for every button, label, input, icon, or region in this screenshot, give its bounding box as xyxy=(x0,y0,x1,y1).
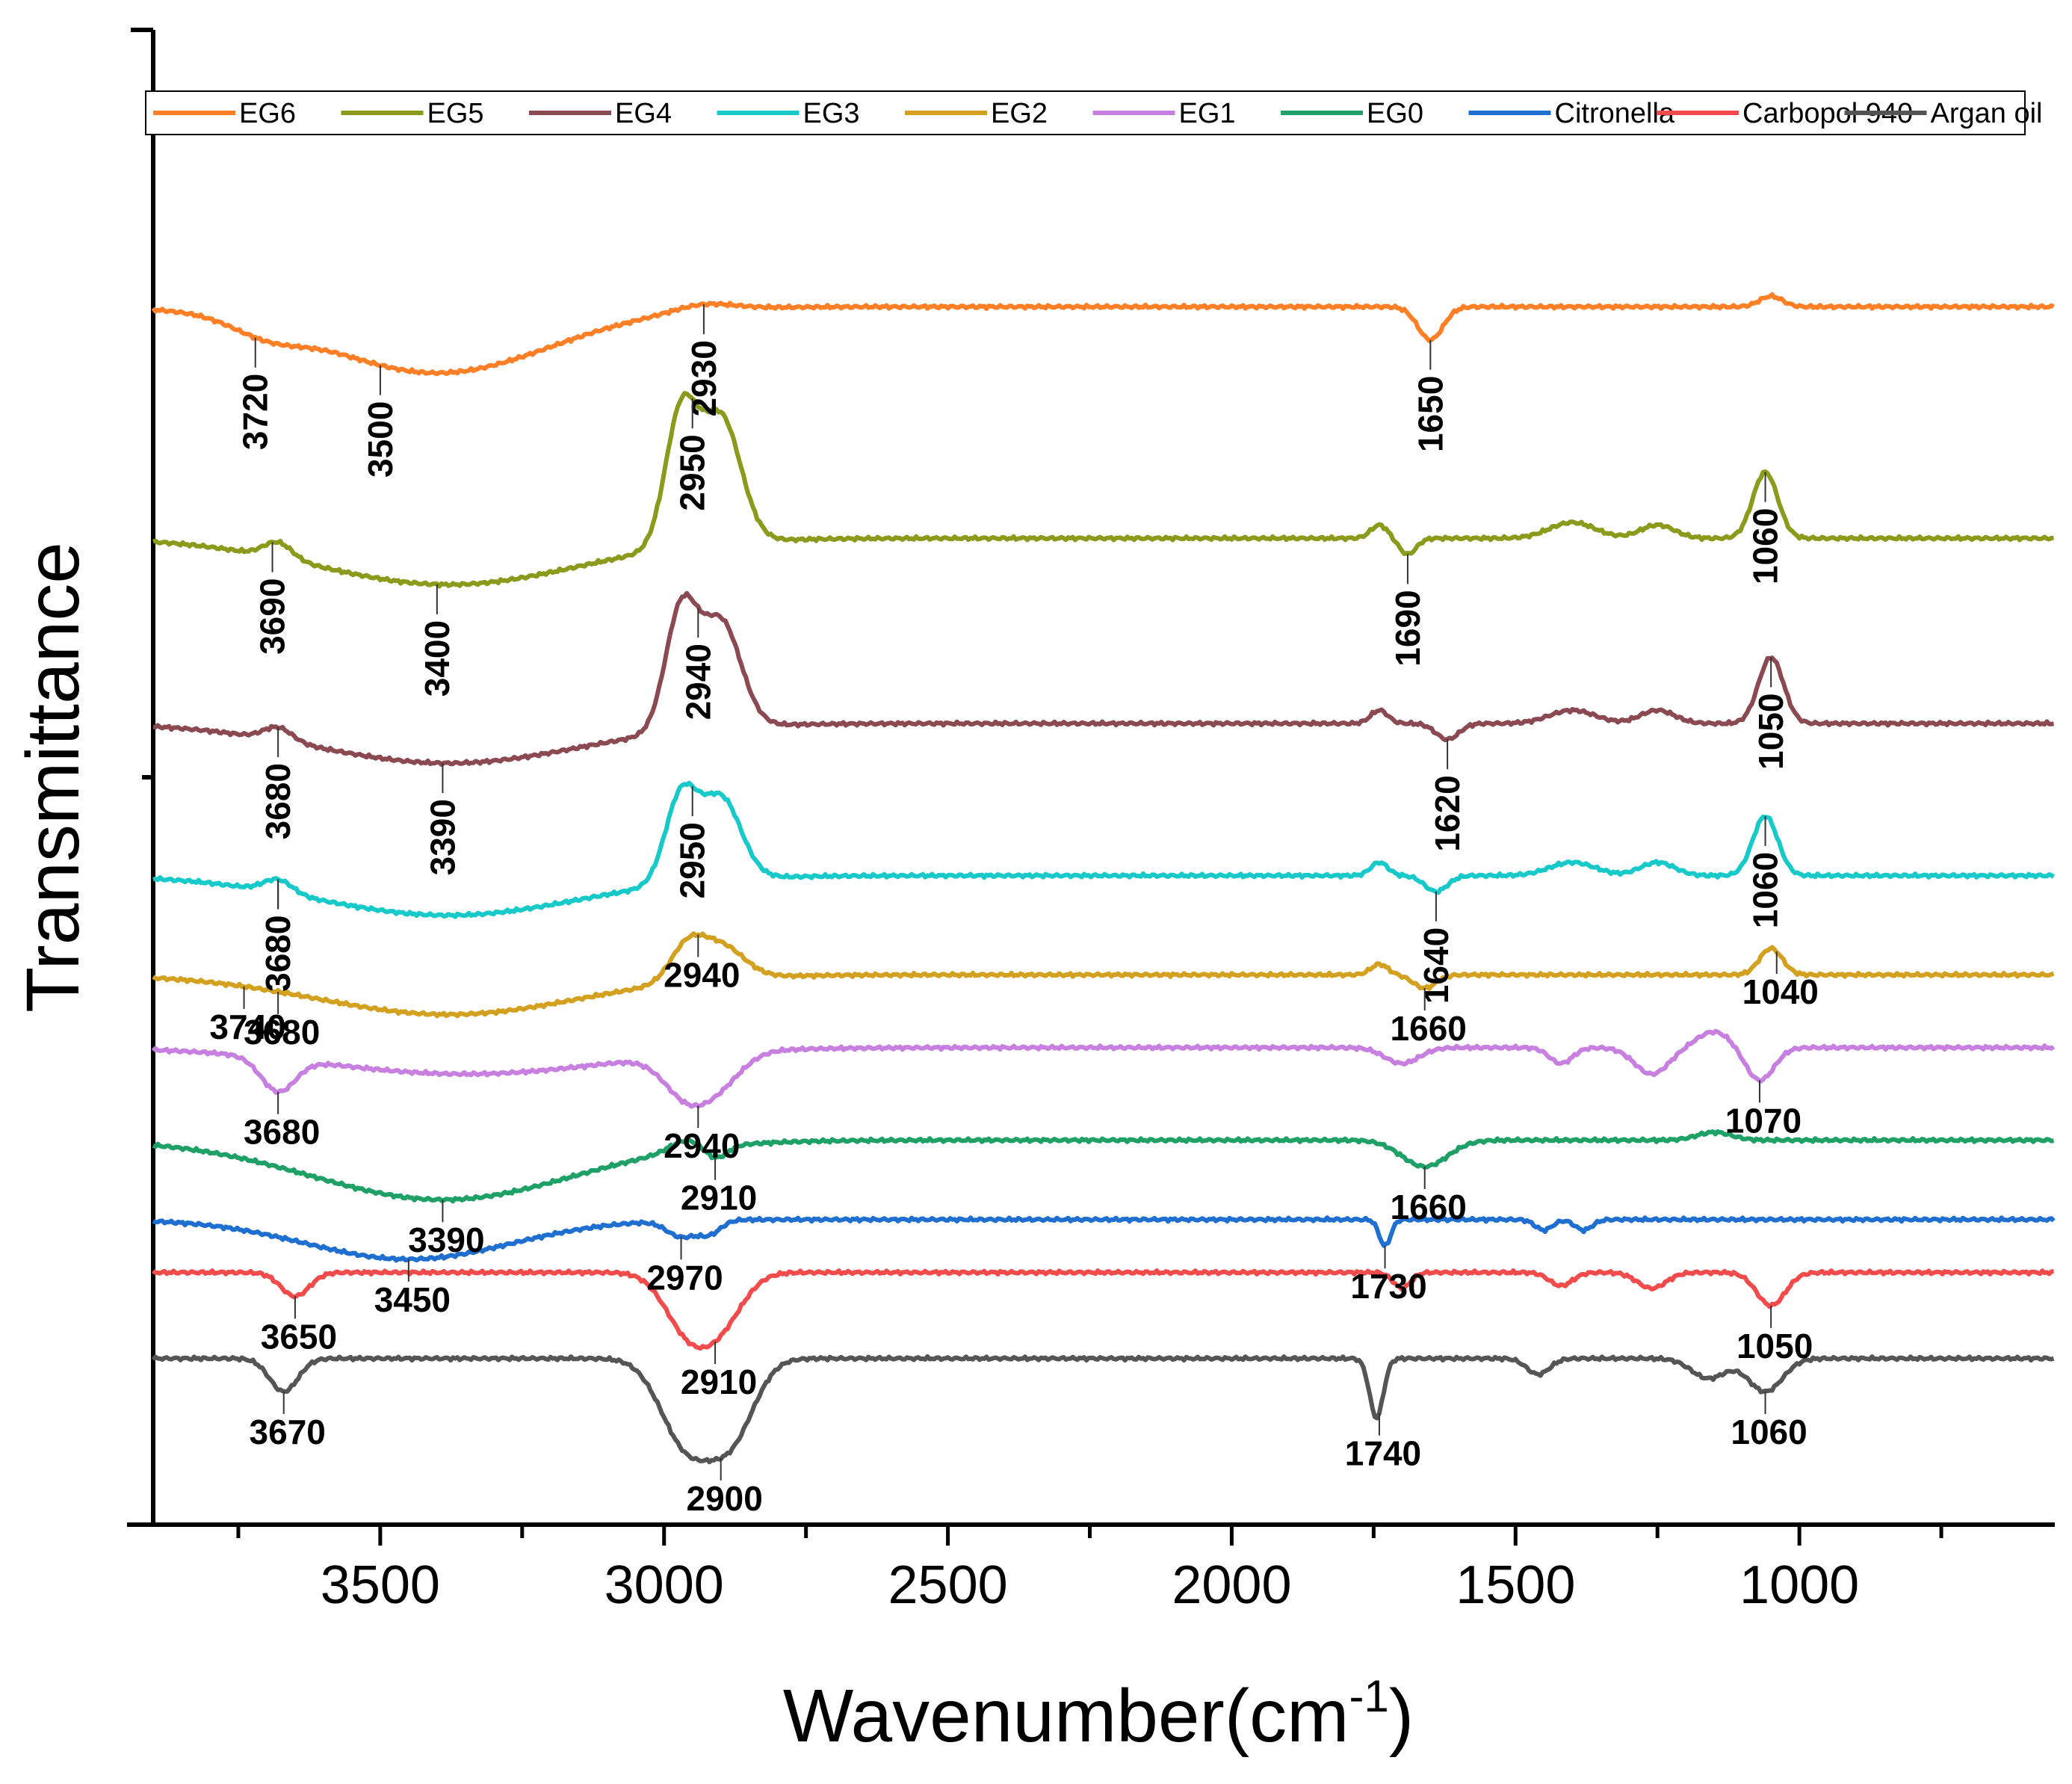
series-layer xyxy=(151,291,2056,1465)
series-line-eg1 xyxy=(151,1028,2056,1109)
peak-label: 2950 xyxy=(673,434,712,510)
x-ticks: 3500 3000 2500 2000 1500 1000 xyxy=(236,1525,1943,1615)
legend-label: EG3 xyxy=(803,98,860,129)
peak-label: 3680 xyxy=(259,916,297,992)
series-line-eg5 xyxy=(152,391,2054,589)
peak-label: 3400 xyxy=(418,620,457,697)
series-line-argan-oil xyxy=(151,1354,2055,1465)
peak-labels: 3720 3500 2930 1650 3690 3400 2950 1690 1060 3680… xyxy=(209,304,1819,1518)
series-line-carbopol-940 xyxy=(152,1268,2054,1351)
x-axis-title-main: Wavenumber(cm xyxy=(783,1674,1349,1758)
x-tick-label: 1500 xyxy=(1456,1555,1575,1615)
series-line-eg0 xyxy=(152,1129,2055,1204)
peak-label: 3390 xyxy=(423,799,462,875)
peak-label: 1040 xyxy=(1742,972,1819,1011)
peak-label: 2910 xyxy=(681,1362,757,1401)
peak-label: 3650 xyxy=(261,1317,337,1356)
peak-label: 3680 xyxy=(259,916,297,992)
peak-label: 1070 xyxy=(1725,1101,1802,1140)
peak-label: 3670 xyxy=(250,1413,326,1451)
series-line-citronella xyxy=(152,1215,2056,1263)
peak-label: 1060 xyxy=(1746,852,1785,928)
peak-label: 3680 xyxy=(259,763,297,839)
peak-label: 1740 xyxy=(1345,1434,1421,1473)
series-line-eg6 xyxy=(151,291,2055,377)
legend-label: EG4 xyxy=(615,98,672,129)
peak-label: 2970 xyxy=(646,1258,723,1297)
x-tick-label: 2500 xyxy=(888,1555,1007,1615)
peak-label: 1650 xyxy=(1411,376,1450,452)
legend-label: EG6 xyxy=(239,98,296,129)
peak-label: 2940 xyxy=(678,643,717,720)
peak-label: 2930 xyxy=(684,340,723,416)
legend-label: Citronella xyxy=(1555,98,1675,129)
series-line-eg2 xyxy=(152,931,2055,1019)
x-axis-title: Wavenumber(cm-1) xyxy=(783,1671,1414,1758)
peak-label: 3680 xyxy=(244,1113,320,1152)
peak-label: 3680 xyxy=(244,1013,320,1052)
peak-label: 1620 xyxy=(1428,775,1467,851)
peak-label: 3450 xyxy=(374,1280,451,1319)
peak-label: 1660 xyxy=(1391,1188,1467,1226)
peak-label: 1640 xyxy=(1417,928,1456,1004)
peak-label: 2940 xyxy=(664,1126,740,1165)
peak-label: 3720 xyxy=(236,374,275,450)
legend-label: EG0 xyxy=(1367,98,1423,129)
peak-label: 2910 xyxy=(681,1179,757,1217)
x-tick-label: 3500 xyxy=(321,1555,440,1615)
peak-label: 1050 xyxy=(1751,694,1790,770)
peak-label: 3740 xyxy=(209,1007,285,1046)
series-line-eg3 xyxy=(152,780,2056,919)
peak-label: 3500 xyxy=(361,401,400,478)
legend-label: EG1 xyxy=(1179,98,1236,129)
peak-label: 1730 xyxy=(1350,1267,1426,1306)
x-tick-label: 3000 xyxy=(604,1555,724,1615)
legend: EG6 EG5 EG4 EG3 EG2 EG1 EG0 Citronella Carbopol … xyxy=(145,90,2043,135)
peak-label: 2900 xyxy=(687,1479,763,1518)
x-axis-title-close: ) xyxy=(1389,1674,1414,1758)
x-axis-title-sup: -1 xyxy=(1349,1671,1388,1721)
peak-label: 1050 xyxy=(1737,1327,1813,1365)
y-axis-title: Transmittance xyxy=(11,542,95,1013)
legend-label: Argan oil xyxy=(1931,98,2043,129)
peak-label: 1060 xyxy=(1731,1413,1807,1451)
x-tick-label: 2000 xyxy=(1172,1555,1291,1615)
legend-label: EG2 xyxy=(991,98,1048,129)
peak-label: 3690 xyxy=(253,578,292,655)
legend-label: EG5 xyxy=(427,98,484,129)
peak-label: 3390 xyxy=(408,1220,484,1259)
peak-label: 1060 xyxy=(1746,508,1785,584)
peak-label: 1690 xyxy=(1388,590,1427,666)
peak-label: 2950 xyxy=(673,822,712,898)
peak-label: 1660 xyxy=(1391,1009,1467,1048)
series-line-eg4 xyxy=(152,590,2054,768)
peak-label: 2940 xyxy=(664,956,740,995)
x-tick-label: 1000 xyxy=(1739,1555,1859,1615)
